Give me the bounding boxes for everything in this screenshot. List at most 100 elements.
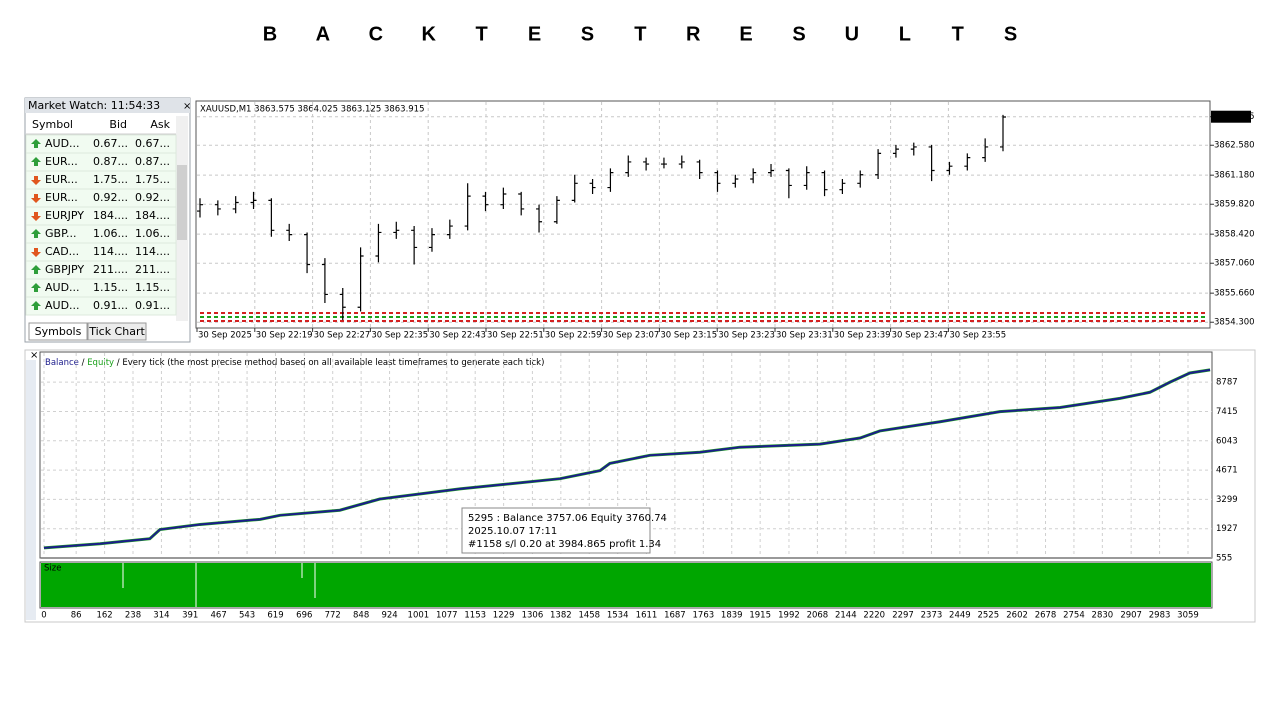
price-bar	[1000, 114, 1006, 152]
market-watch-header	[25, 98, 190, 113]
ask: 1.75...	[135, 173, 170, 186]
symbol: GBPJPY	[45, 263, 84, 276]
x-tick-label: 162	[96, 611, 112, 621]
x-tick-label: 2754	[1063, 611, 1085, 621]
title-letter: C	[369, 23, 383, 45]
ask: 1.15...	[135, 281, 170, 294]
x-tick-label: 1992	[778, 611, 800, 621]
price-bar	[304, 232, 311, 274]
x-tick-label: 543	[239, 611, 255, 621]
price-bar	[268, 198, 275, 237]
bid: 1.75...	[93, 173, 128, 186]
symbol: EUR...	[45, 191, 78, 204]
down-arrow-icon	[31, 248, 41, 257]
price-bar	[732, 174, 739, 188]
ask: 184....	[135, 209, 170, 222]
close-icon[interactable]: ×	[183, 101, 191, 112]
x-tick-label: 30 Sep 22:19	[256, 331, 313, 341]
x-tick-label: 30 Sep 23:07	[603, 331, 660, 341]
y-tick-label: 3858.420	[1214, 230, 1255, 240]
price-bar	[518, 191, 525, 216]
symbol: EUR...	[45, 155, 78, 168]
market-watch-title: Market Watch: 11:54:33	[28, 99, 160, 112]
symbol: AUD...	[45, 299, 80, 312]
price-bar	[393, 221, 400, 239]
x-tick-label: 1306	[522, 611, 544, 621]
x-tick-label: 3059	[1177, 611, 1199, 621]
symbol: EURJPY	[45, 209, 84, 222]
x-tick-label: 1611	[636, 611, 658, 621]
market-watch: Market Watch: 11:54:33 Symbol Bid Ask AUD...…	[25, 99, 177, 341]
scroll-thumb[interactable]	[177, 165, 187, 240]
price-chart-frame	[195, 100, 1211, 329]
x-tick-label: 0	[41, 611, 46, 621]
x-tick-label: 314	[153, 611, 169, 621]
ask: 0.87...	[135, 155, 170, 168]
symbol: GBP...	[45, 227, 76, 240]
x-tick-label: 1687	[664, 611, 686, 621]
price-bar	[286, 223, 293, 242]
price-bar	[589, 179, 596, 194]
title-letter: U	[845, 23, 859, 45]
price-bar	[928, 144, 935, 182]
x-tick-label: 2525	[977, 611, 999, 621]
price-bar	[411, 226, 418, 265]
tab-label[interactable]: Tick Chart	[88, 325, 145, 338]
x-tick-label: 1153	[464, 611, 486, 621]
tooltip-bg	[461, 507, 651, 554]
tab[interactable]	[28, 322, 88, 341]
price-bar	[482, 191, 489, 212]
tab[interactable]	[87, 322, 147, 341]
y-tick-label: 3859.820	[1214, 200, 1255, 210]
x-tick-label: 1534	[607, 611, 629, 621]
price-bar	[982, 138, 989, 162]
tooltip-line: #1158 s/l 0.20 at 3984.865 profit 1.34	[468, 539, 661, 550]
price-bar	[464, 183, 471, 231]
price-bar	[839, 179, 846, 194]
x-tick-label: 772	[325, 611, 341, 621]
x-tick-label: 2297	[892, 611, 914, 621]
x-tick-label: 30 Sep 22:51	[487, 331, 544, 341]
x-tick-label: 238	[125, 611, 141, 621]
x-tick-label: 1229	[493, 611, 515, 621]
x-tick-label: 30 Sep 22:43	[429, 331, 486, 341]
x-tick-label: 30 Sep 23:23	[718, 331, 775, 341]
bid: 211....	[93, 263, 128, 276]
close-icon[interactable]: ×	[30, 350, 38, 361]
price-bar	[357, 247, 364, 312]
x-tick-label: 2220	[863, 611, 885, 621]
down-arrow-icon	[31, 176, 41, 185]
legend-entry: Equity	[87, 358, 114, 368]
y-tick-label: 3861.180	[1214, 171, 1255, 181]
x-tick-label: 696	[296, 611, 312, 621]
tab-label[interactable]: Symbols	[35, 325, 82, 338]
title-letter: E	[739, 23, 752, 45]
row-bg	[25, 296, 177, 316]
y-tick-label: 6043	[1216, 436, 1238, 446]
x-tick-label: 2449	[949, 611, 971, 621]
price-bar	[607, 168, 614, 192]
title-letter: K	[421, 23, 436, 45]
title-letter: T	[634, 23, 646, 45]
title-letter: S	[1004, 23, 1017, 45]
x-tick-label: 30 Sep 23:47	[892, 331, 949, 341]
price-bar	[446, 219, 453, 239]
title-letter: L	[899, 23, 911, 45]
y-tick-label: 7415	[1216, 407, 1238, 417]
price-bar	[643, 157, 650, 171]
x-tick-label: 1839	[721, 611, 743, 621]
down-arrow-icon	[31, 212, 41, 221]
symbol: EUR...	[45, 173, 78, 186]
price-bar	[660, 157, 667, 169]
y-tick-label: 3862.580	[1214, 141, 1255, 151]
x-tick-label: 391	[182, 611, 198, 621]
x-tick-label: 1458	[578, 611, 600, 621]
price-bar	[214, 200, 221, 216]
price-bar	[821, 170, 828, 197]
y-tick-label: 3857.060	[1214, 259, 1255, 269]
x-tick-label: 1077	[436, 611, 458, 621]
title-letter: A	[316, 23, 330, 45]
x-tick-label: 30 Sep 23:31	[776, 331, 833, 341]
price-bar	[571, 174, 578, 203]
price-bar	[785, 168, 792, 199]
